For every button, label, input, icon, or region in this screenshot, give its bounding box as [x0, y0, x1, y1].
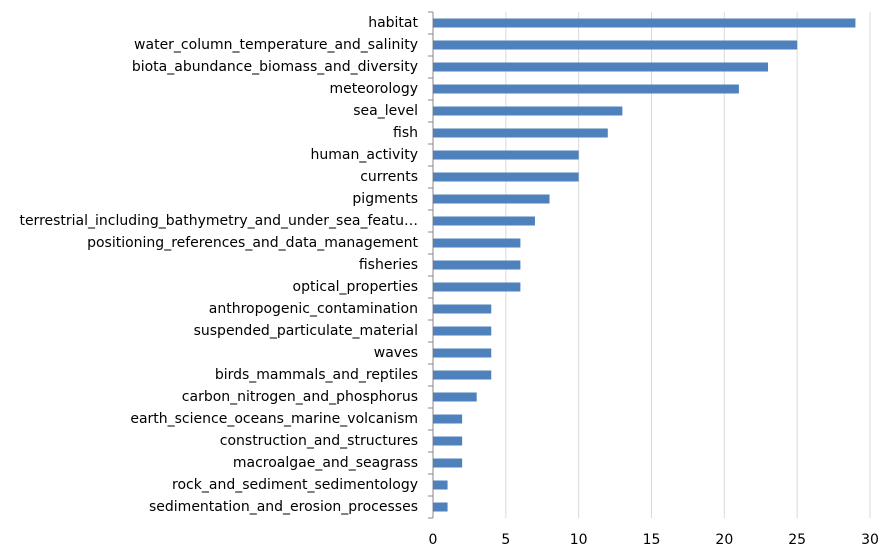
y-tick-label: habitat — [368, 15, 418, 31]
bar — [433, 414, 463, 424]
x-tick-label: 30 — [861, 532, 879, 547]
bar — [433, 194, 550, 204]
bar — [433, 128, 608, 138]
y-tick-label: biota_abundance_biomass_and_diversity — [132, 59, 418, 75]
bar — [433, 84, 739, 94]
bar — [433, 282, 521, 292]
bar — [433, 502, 448, 512]
y-tick-label: optical_properties — [293, 279, 418, 295]
y-tick-label: fish — [393, 125, 418, 141]
y-tick-label: macroalgae_and_seagrass — [233, 455, 418, 471]
bar — [433, 458, 463, 468]
y-tick-label: human_activity — [311, 147, 418, 163]
y-tick-label: meteorology — [329, 81, 418, 97]
y-tick-label: suspended_particulate_material — [194, 323, 418, 339]
y-tick-label: birds_mammals_and_reptiles — [215, 367, 418, 383]
x-tick-label: 10 — [570, 532, 588, 547]
y-tick-label: fisheries — [359, 257, 418, 273]
y-tick-label: sedimentation_and_erosion_processes — [149, 499, 418, 515]
y-tick-label: positioning_references_and_data_manageme… — [87, 235, 418, 251]
bar — [433, 40, 798, 50]
bar — [433, 216, 535, 226]
bar — [433, 392, 477, 402]
bar — [433, 62, 769, 72]
bar — [433, 260, 521, 270]
y-tick-label: currents — [360, 169, 418, 185]
y-tick-label: pigments — [352, 191, 418, 207]
y-tick-label: rock_and_sediment_sedimentology — [172, 477, 418, 493]
y-tick-label: sea_level — [353, 103, 418, 119]
x-tick-label: 20 — [715, 532, 733, 547]
x-tick-label: 5 — [501, 532, 510, 547]
y-tick-label: earth_science_oceans_marine_volcanism — [130, 411, 418, 427]
bar — [433, 18, 856, 28]
x-tick-label: 15 — [643, 532, 661, 547]
x-tick-label: 25 — [788, 532, 806, 547]
bar — [433, 150, 579, 160]
bar — [433, 348, 492, 358]
bar — [433, 238, 521, 248]
y-tick-label: carbon_nitrogen_and_phosphorus — [182, 389, 418, 405]
y-tick-label: construction_and_structures — [220, 433, 418, 449]
y-tick-label: anthropogenic_contamination — [209, 301, 418, 317]
y-tick-label: terrestrial_including_bathymetry_and_und… — [19, 213, 418, 229]
bar — [433, 480, 448, 490]
y-tick-label: waves — [374, 345, 418, 361]
x-tick-label: 0 — [429, 532, 438, 547]
bar — [433, 326, 492, 336]
bar — [433, 106, 623, 116]
bar — [433, 304, 492, 314]
bar — [433, 436, 463, 446]
bar — [433, 370, 492, 380]
bar — [433, 172, 579, 182]
y-tick-label: water_column_temperature_and_salinity — [134, 37, 418, 53]
